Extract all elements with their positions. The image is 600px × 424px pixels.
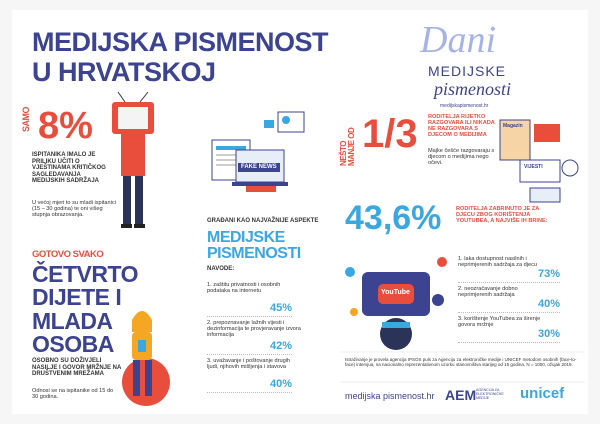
tv-person-illustration [112,91,154,228]
list-divider [458,312,560,313]
list-item-value: 40% [537,298,560,310]
list-item-text: 2. prepoznavanje lažnih vijesti i dezinf… [207,320,301,339]
title-line: MEDIJSKA PISMENOST [32,27,329,57]
list-item-text: 3. uvažavanje i poštovanje drugih ljudi,… [207,358,291,371]
list-item-text: 1. laka dostupnost nasilnih i neprimjere… [458,256,537,269]
prefix: SAMO [21,107,31,132]
list-item-value: 45% [269,302,292,314]
list-item-value: 30% [537,328,560,340]
stat-note: Majke češće razgovaraju s djecom o medij… [428,148,495,167]
stat-text: ISPITANIKA IMALO JE PRILIKU UČITI O VJEŠ… [32,152,106,185]
partner-logo: unicef [520,385,565,402]
list-divider [458,342,560,343]
list-item-value: 73% [537,268,560,280]
source-note: Istraživanje je provela agencija IPSOS p… [345,357,577,367]
stat-note: U većoj mjeri to su mladi ispitanici (15… [32,200,116,219]
logo-text: Dani [420,19,496,61]
title-line: U HRVATSKOJ [32,57,216,87]
aspects-outro: NAVODE: [207,266,235,272]
stat-headline: ČETVRTO DIJETE I MLADA OSOBA [32,261,138,358]
partner-logo: AEM [445,387,477,403]
aspects-intro: GRAĐANI KAO NAJVAŽNIJE ASPEKTE [207,218,319,224]
logo-text: MEDIJSKE [428,63,507,79]
list-item-text: 1. zaštitu privatnosti i osobnih podatak… [207,282,281,295]
media-icons-right [499,119,579,203]
icon-label: VIJESTI [524,164,543,170]
youtube-illustration [345,257,447,350]
logo-url: medijskapismenost.hr [440,103,489,109]
list-item-text: 2. neozračavanje dobno neprimjerenih sad… [458,286,518,299]
list-item-value: 42% [269,340,292,352]
card [12,10,588,414]
partner-logo-sub: AGENCIJA ZA ELEKTRONIČKE MEDIJE [476,388,504,400]
prefix: NEŠTO MANJE OD [339,127,356,166]
partner-logo: medijska pismenost.hr [345,391,435,401]
logo-text: pismenosti [434,79,512,99]
icon-label: YouTube [381,289,410,296]
list-divider [207,392,292,393]
list-divider [207,354,292,355]
stat-value: 43,6% [345,199,442,237]
aspects-headline: MEDIJSKE PISMENOSTI [207,229,301,263]
list-divider [207,316,292,317]
stat-text: RODITELJA RIJETKO RAZGOVARA ILI NIKADA N… [428,114,495,139]
stat-value: 1/3 [362,112,418,156]
stat-value: 8% [38,105,93,147]
icon-label: Magazin [503,123,523,129]
girl-illustration [122,311,170,406]
stat-text: RODITELJA ZABRINUTO JE ZA DJECU ZBOG KOR… [456,206,548,225]
list-item-value: 40% [269,378,292,390]
stat-note: Odnosi se na ispitanike od 15 do 30 godi… [32,388,114,401]
prefix: GOTOVO SVAKO [32,249,104,260]
stat-text: OSOBNO SU DOŽIVJELI NASILJE I GOVOR MRŽN… [32,358,122,378]
icon-label: FAKE NEWS [238,163,280,172]
list-item-text: 3. korištenje YouTubea za širenje govora… [458,316,541,329]
list-divider [458,282,560,283]
